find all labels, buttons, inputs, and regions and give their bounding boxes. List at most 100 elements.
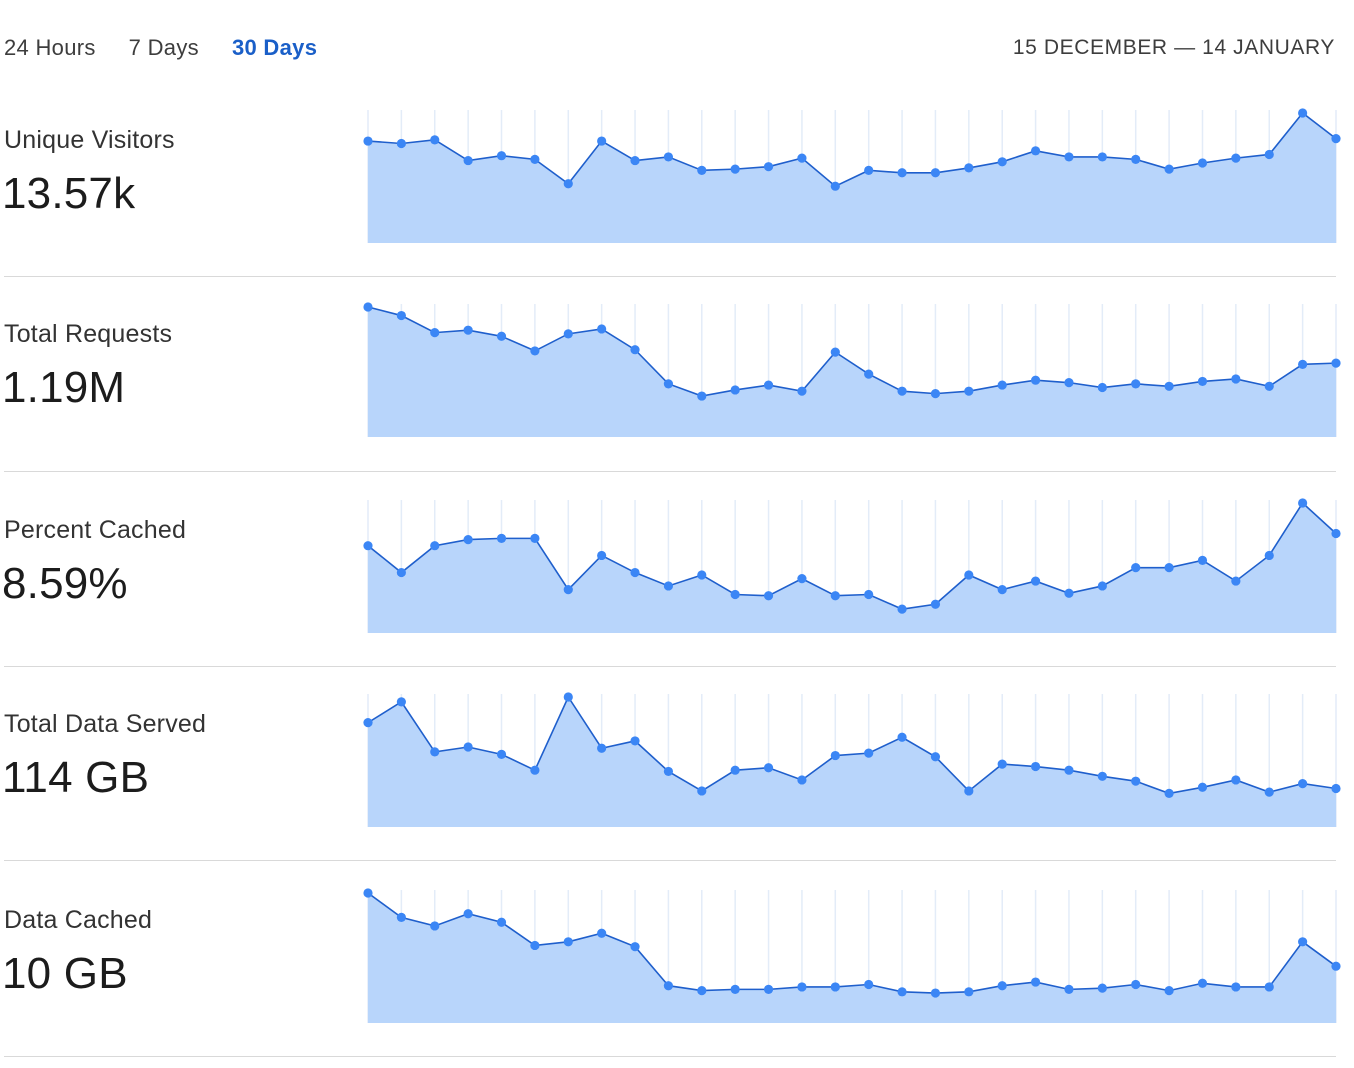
metric-label: Unique Visitors [4,126,175,154]
chart-point [1231,374,1241,384]
chart-point [1264,787,1274,797]
tab-7-days[interactable]: 7 Days [128,35,199,60]
chart-point [597,550,607,561]
chart-point [1164,563,1174,573]
chart-point [1064,152,1074,162]
tab-24-hours[interactable]: 24 Hours [4,35,96,60]
chart-point [763,984,774,994]
chart-point [1131,776,1141,786]
chart-point [1231,576,1241,586]
chart-point [430,328,440,338]
chart-point [396,138,406,149]
chart-point [930,752,941,762]
percent-cached-chart [363,498,1341,633]
chart-point [663,766,674,777]
chart-line [367,892,1337,994]
metric-value: 8.59% [2,559,128,608]
chart-point [430,541,440,551]
chart-point [630,155,640,166]
chart-point [363,888,373,898]
chart-point [864,589,874,600]
chart-point [1164,986,1174,996]
chart-point [1131,563,1141,573]
chart-point [797,574,807,584]
chart-point [1298,937,1308,947]
chart-area [368,307,1336,437]
chart-point [1030,761,1041,772]
chart-point [1097,382,1107,393]
date-range-label: 15 DECEMBER — 14 JANUARY [1012,36,1335,59]
chart-point [630,567,640,578]
chart-point [930,599,941,609]
chart-point [396,912,406,922]
chart-point [964,386,974,396]
chart-line [367,111,1337,188]
metric-label: Total Requests [4,320,173,348]
chart-point [864,165,874,175]
chart-point [463,155,473,166]
chart-point [1331,134,1341,144]
chart-point [864,369,874,379]
chart-point [463,535,473,545]
chart-point [930,389,941,399]
chart-point [697,570,707,580]
chart-area [368,697,1336,827]
chart-point [897,168,907,178]
chart-point [363,541,373,551]
chart-area [368,893,1336,1023]
chart-point [830,591,840,601]
chart-point [530,940,540,951]
metric-total-requests: Total Requests 1.19M [0,290,1354,485]
chart-point [530,533,540,543]
chart-point [1264,381,1274,391]
chart-point [630,942,640,952]
chart-point [1197,555,1208,565]
chart-point [563,179,573,189]
chart-point [830,347,840,357]
chart-point [1331,961,1341,971]
chart-point [997,585,1007,595]
chart-line [367,695,1337,795]
chart-point [864,748,874,758]
chart-point [864,979,874,990]
unique-visitors-chart [363,108,1341,243]
chart-point [730,164,740,174]
chart-point [597,136,607,146]
chart-point [463,909,473,919]
chart-point [697,391,707,401]
chart-point [530,765,540,775]
chart-point [1030,977,1041,987]
header: 24 Hours 7 Days 30 Days 15 DECEMBER — 14… [0,0,1354,96]
metric-percent-cached: Percent Cached 8.59% [0,486,1354,681]
metric-value: 10 GB [2,949,128,998]
divider [4,471,1336,472]
tab-30-days[interactable]: 30 Days [231,35,318,60]
chart-point [430,135,440,145]
chart-point [430,747,440,757]
chart-point [1264,982,1274,992]
chart-point [396,567,406,578]
divider [4,860,1336,861]
chart-point [763,591,774,601]
chart-point [1164,381,1174,391]
metric-value: 1.19M [2,363,126,412]
chart-point [697,986,707,996]
chart-point [897,386,907,396]
chart-point [1131,154,1141,164]
chart-point [1064,588,1074,598]
chart-point [763,380,774,390]
chart-point [930,988,941,998]
chart-point [730,385,740,395]
chart-point [496,331,507,341]
chart-point [630,736,640,746]
chart-point [1064,378,1074,388]
chart-point [1064,984,1074,994]
chart-point [1264,550,1274,561]
chart-point [1197,158,1208,168]
data-cached-chart [363,888,1341,1023]
total-requests-chart [363,302,1341,437]
chart-point [897,987,907,997]
metric-total-data-served: Total Data Served 114 GB [0,680,1354,875]
chart-point [897,732,907,742]
chart-point [1298,498,1308,508]
